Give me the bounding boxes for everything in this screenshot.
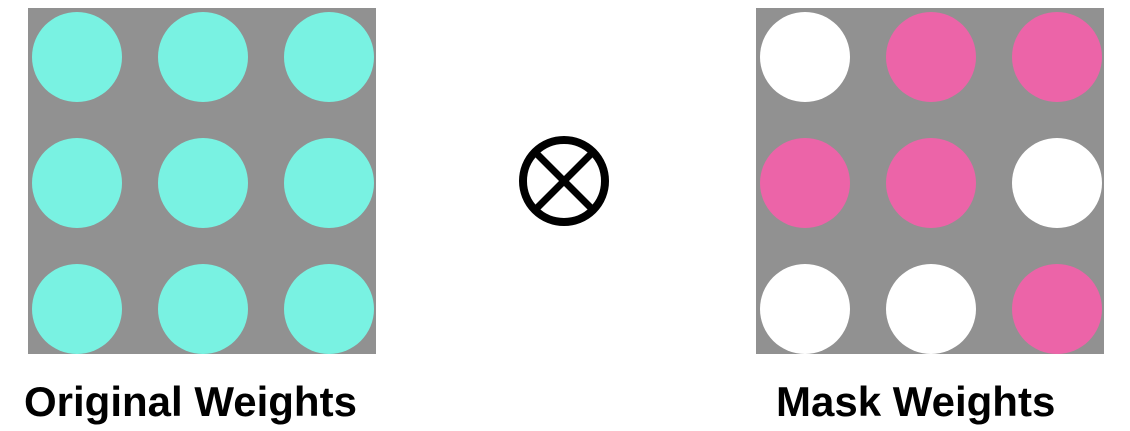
mask-weight-circle-r3-c1 — [760, 264, 850, 354]
mask-weight-circle-r1-c1 — [760, 12, 850, 102]
mask-weight-circle-r3-c3 — [1012, 264, 1102, 354]
original-weight-circle-r3-c2 — [158, 264, 248, 354]
mask-weight-circle-r1-c3 — [1012, 12, 1102, 102]
original-weight-circle-r1-c1 — [32, 12, 122, 102]
original-weight-circle-r1-c2 — [158, 12, 248, 102]
mask-weight-circle-r2-c1 — [760, 138, 850, 228]
mask-weights-label: Mask Weights — [776, 378, 1056, 425]
circled-times-icon — [519, 136, 609, 226]
mask-weight-circle-r3-c2 — [886, 264, 976, 354]
mask-weights-grid — [756, 8, 1104, 354]
original-weights-grid — [28, 8, 376, 354]
mask-weight-circle-r1-c2 — [886, 12, 976, 102]
original-weights-label: Original Weights — [24, 378, 357, 425]
original-weight-circle-r1-c3 — [284, 12, 374, 102]
original-weight-circle-r3-c1 — [32, 264, 122, 354]
mask-weight-circle-r2-c2 — [886, 138, 976, 228]
original-weight-circle-r2-c1 — [32, 138, 122, 228]
original-weight-circle-r2-c2 — [158, 138, 248, 228]
mask-weight-circle-r2-c3 — [1012, 138, 1102, 228]
original-weight-circle-r3-c3 — [284, 264, 374, 354]
original-weight-circle-r2-c3 — [284, 138, 374, 228]
